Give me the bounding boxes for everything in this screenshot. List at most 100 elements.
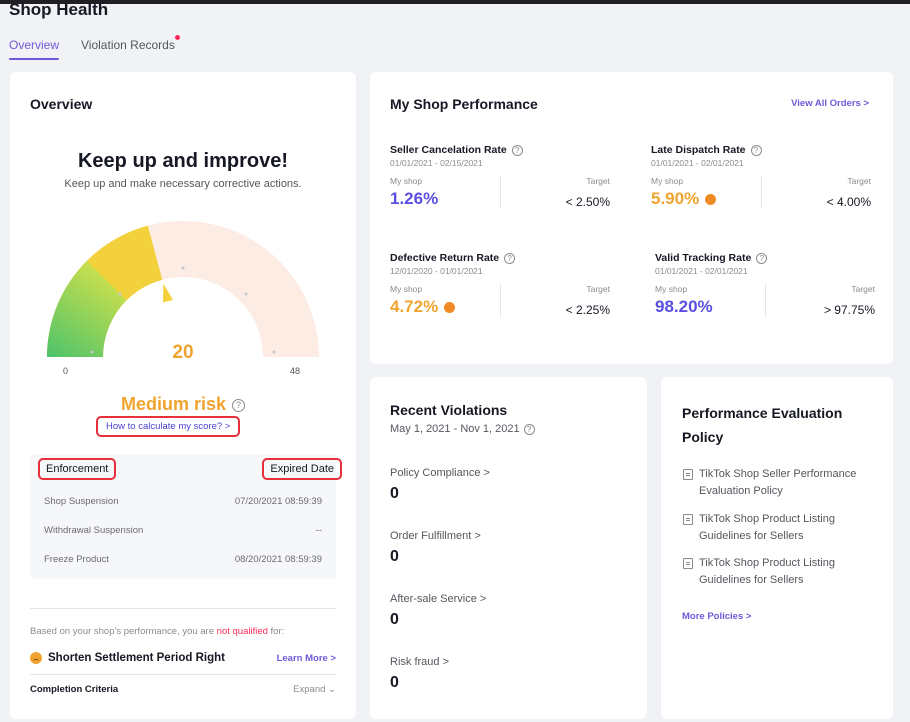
violation-count: 0 bbox=[390, 548, 399, 565]
help-icon[interactable]: ? bbox=[756, 252, 768, 264]
warning-face-icon bbox=[705, 193, 717, 205]
help-icon[interactable]: ? bbox=[511, 144, 523, 156]
enforcement-action: Withdrawal Suspension bbox=[44, 525, 144, 536]
shop-performance-card: My Shop Performance View All Orders > Se… bbox=[370, 72, 893, 364]
view-all-orders-link[interactable]: View All Orders > bbox=[791, 98, 869, 109]
target-label: Target bbox=[586, 176, 610, 186]
metric-seller-cancelation: Seller Cancelation Rate? 01/01/2021 - 02… bbox=[390, 144, 612, 234]
table-row: Withdrawal Suspension -- bbox=[44, 525, 322, 536]
expired-date-header: Expired Date bbox=[262, 458, 342, 480]
enforcement-action: Shop Suspension bbox=[44, 496, 119, 507]
metric-date: 01/01/2021 - 02/15/2021 bbox=[390, 158, 483, 168]
help-icon[interactable]: ? bbox=[750, 144, 762, 156]
settlement-info: Shorten Settlement Period Right bbox=[30, 652, 225, 664]
tab-violation-records[interactable]: Violation Records bbox=[81, 35, 180, 60]
criteria-label: Completion Criteria bbox=[30, 684, 119, 695]
document-icon bbox=[683, 469, 693, 480]
qualification-highlight: not qualified bbox=[216, 626, 268, 637]
expand-toggle[interactable]: Expand ⌄ bbox=[293, 684, 336, 695]
my-shop-label: My shop bbox=[655, 284, 688, 294]
policy-title: Performance Evaluation Policy bbox=[682, 405, 843, 445]
metric-date: 12/01/2020 - 01/01/2021 bbox=[390, 266, 483, 276]
calculate-score-link[interactable]: How to calculate my score? > bbox=[96, 416, 241, 437]
violation-category: After-sale Service > 0 bbox=[390, 593, 486, 629]
target-label: Target bbox=[851, 284, 875, 294]
target-label: Target bbox=[586, 284, 610, 294]
gauge-max-label: 48 bbox=[290, 366, 301, 376]
divider bbox=[30, 608, 336, 609]
metric-date: 01/01/2021 - 02/01/2021 bbox=[655, 266, 748, 276]
qualification-prefix: Based on your shop's performance, you ar… bbox=[30, 626, 217, 637]
risk-level: Medium risk? bbox=[10, 394, 356, 415]
my-shop-value: 5.90% bbox=[651, 189, 761, 209]
metric-late-dispatch: Late Dispatch Rate? 01/01/2021 - 02/01/2… bbox=[651, 144, 873, 234]
enforcement-date: 08/20/2021 08:59:39 bbox=[234, 554, 322, 565]
page-title: Shop Health bbox=[9, 0, 109, 19]
target-value: < 2.25% bbox=[565, 303, 610, 317]
help-icon[interactable]: ? bbox=[504, 252, 516, 264]
violation-link[interactable]: Risk fraud > bbox=[390, 656, 449, 668]
violations-title: Recent Violations bbox=[390, 402, 508, 418]
tab-bar: Overview Violation Records bbox=[9, 35, 180, 60]
policy-link[interactable]: TikTok Shop Product Listing Guidelines f… bbox=[683, 555, 879, 589]
metric-name: Valid Tracking Rate bbox=[655, 252, 752, 264]
table-row: Freeze Product 08/20/2021 08:59:39 bbox=[44, 554, 322, 565]
document-icon bbox=[683, 558, 693, 569]
my-shop-value-text: 4.72% bbox=[390, 297, 439, 316]
recent-violations-card: Recent Violations May 1, 2021 - Nov 1, 2… bbox=[370, 377, 647, 719]
overview-subline: Keep up and make necessary corrective ac… bbox=[64, 178, 302, 190]
violations-date-range: May 1, 2021 - Nov 1, 2021? bbox=[390, 423, 535, 435]
enforcement-date: -- bbox=[315, 525, 322, 536]
policy-card: Performance Evaluation Policy TikTok Sho… bbox=[661, 377, 893, 719]
score-gauge bbox=[47, 221, 319, 357]
policy-link[interactable]: TikTok Shop Seller Performance Evaluatio… bbox=[683, 466, 879, 500]
metric-date: 01/01/2021 - 02/01/2021 bbox=[651, 158, 744, 168]
notification-dot bbox=[174, 35, 180, 40]
date-range-text: May 1, 2021 - Nov 1, 2021 bbox=[390, 423, 520, 435]
violation-category: Order Fulfillment > 0 bbox=[390, 530, 481, 566]
my-shop-label: My shop bbox=[390, 284, 423, 294]
metric-name: Seller Cancelation Rate bbox=[390, 144, 507, 156]
enforcement-action: Freeze Product bbox=[44, 554, 109, 565]
help-icon[interactable]: ? bbox=[232, 399, 246, 412]
tab-violation-records-label: Violation Records bbox=[81, 38, 175, 52]
violation-category: Policy Compliance > 0 bbox=[390, 467, 490, 503]
policy-link[interactable]: TikTok Shop Product Listing Guidelines f… bbox=[683, 511, 879, 545]
learn-more-link[interactable]: Learn More > bbox=[276, 652, 336, 664]
target-label: Target bbox=[847, 176, 871, 186]
policy-link-label: TikTok Shop Product Listing Guidelines f… bbox=[699, 513, 835, 542]
top-bar bbox=[0, 0, 910, 4]
enforcement-table: Enforcement Expired Date Shop Suspension… bbox=[30, 454, 342, 579]
document-icon bbox=[683, 514, 693, 525]
violation-link[interactable]: After-sale Service > bbox=[390, 593, 487, 605]
warning-face-icon bbox=[444, 301, 456, 313]
violation-link[interactable]: Order Fulfillment > bbox=[390, 530, 481, 542]
policy-link-label: TikTok Shop Seller Performance Evaluatio… bbox=[699, 468, 857, 497]
overview-headline: Keep up and improve! bbox=[77, 150, 289, 172]
metric-valid-tracking: Valid Tracking Rate? 01/01/2021 - 02/01/… bbox=[655, 252, 877, 342]
enforcement-date: 07/20/2021 08:59:39 bbox=[234, 496, 322, 507]
qualification-text: Based on your shop's performance, you ar… bbox=[30, 626, 284, 637]
help-icon[interactable]: ? bbox=[523, 423, 535, 435]
violation-link[interactable]: Policy Compliance > bbox=[390, 467, 490, 479]
more-policies-link[interactable]: More Policies > bbox=[682, 611, 752, 622]
tab-overview[interactable]: Overview bbox=[9, 38, 60, 60]
violation-count: 0 bbox=[390, 485, 399, 502]
enforcement-header: Enforcement bbox=[38, 458, 117, 480]
sad-face-icon bbox=[30, 652, 42, 664]
qualification-suffix: for: bbox=[267, 626, 285, 637]
violation-count: 0 bbox=[390, 611, 399, 628]
violation-category: Risk fraud > 0 bbox=[390, 656, 449, 692]
my-shop-value: 1.26% bbox=[390, 189, 439, 208]
performance-title: My Shop Performance bbox=[390, 96, 538, 112]
settlement-row: Shorten Settlement Period Right Learn Mo… bbox=[30, 652, 336, 664]
gauge-needle bbox=[163, 283, 174, 303]
metric-defective-return: Defective Return Rate? 12/01/2020 - 01/0… bbox=[390, 252, 612, 342]
my-shop-value: 98.20% bbox=[655, 297, 713, 316]
my-shop-label: My shop bbox=[651, 176, 684, 186]
target-value: < 2.50% bbox=[565, 195, 610, 209]
my-shop-value: 4.72% bbox=[390, 297, 500, 317]
my-shop-value-text: 5.90% bbox=[651, 189, 700, 208]
violation-count: 0 bbox=[390, 674, 399, 691]
gauge-score: 20 bbox=[172, 342, 194, 363]
